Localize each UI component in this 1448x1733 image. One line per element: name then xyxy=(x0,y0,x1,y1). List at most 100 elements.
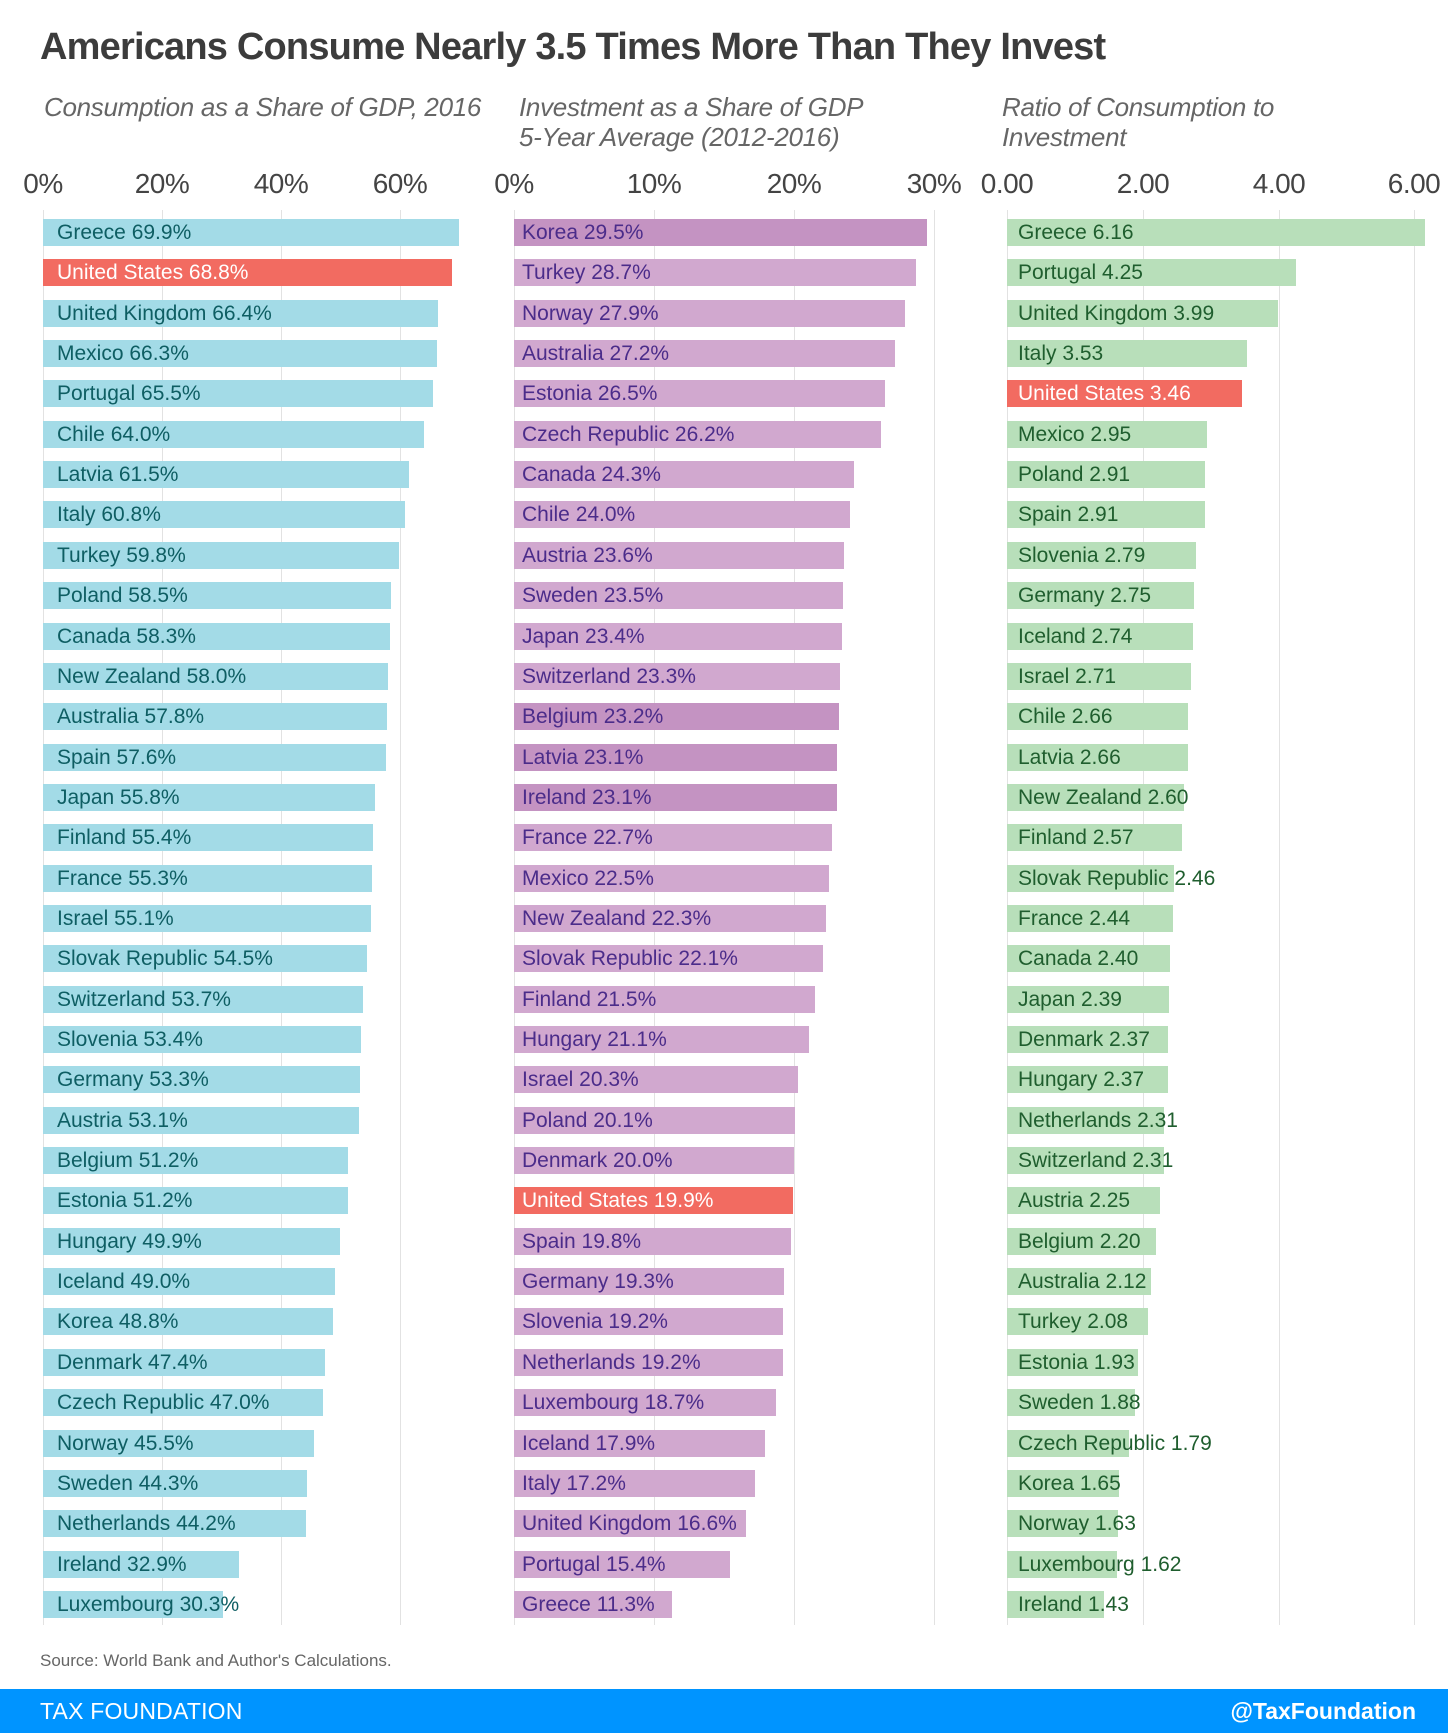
investment-bar-label: France 22.7% xyxy=(522,826,653,849)
investment-bar xyxy=(514,905,826,932)
consumption-bar xyxy=(43,703,387,730)
investment-bar-label: Czech Republic 26.2% xyxy=(522,423,735,446)
ratio-bar xyxy=(1007,1187,1160,1214)
ratio-bar-label: Czech Republic 1.79 xyxy=(1018,1432,1212,1455)
ratio-bar xyxy=(1007,1470,1119,1497)
consumption-bar-label: Chile 64.0% xyxy=(57,423,171,446)
ratio-bar xyxy=(1007,380,1242,407)
ratio-bar-label: Denmark 2.37 xyxy=(1018,1028,1150,1051)
consumption-bar xyxy=(43,663,388,690)
investment-bar-label: Norway 27.9% xyxy=(522,302,659,325)
ratio-bar xyxy=(1007,582,1194,609)
investment-bar-label: Austria 23.6% xyxy=(522,544,653,567)
ratio-bar xyxy=(1007,1551,1117,1578)
source-note: Source: World Bank and Author's Calculat… xyxy=(40,1651,392,1670)
ratio-bar xyxy=(1007,542,1196,569)
consumption-bar-label: Australia 57.8% xyxy=(57,705,205,728)
consumption-bar-label: Spain 57.6% xyxy=(57,746,177,769)
footer-handle: @TaxFoundation xyxy=(1230,1698,1416,1724)
investment-bar xyxy=(514,1349,783,1376)
ratio-bar xyxy=(1007,824,1182,851)
chart-title: Americans Consume Nearly 3.5 Times More … xyxy=(40,26,1106,68)
consumption-bar-label: Poland 58.5% xyxy=(57,584,188,607)
ratio-bar-label: Ireland 1.43 xyxy=(1018,1593,1129,1616)
consumption-bar xyxy=(43,1308,333,1335)
ratio-bar-label: Japan 2.39 xyxy=(1018,988,1122,1011)
consumption-bar-label: Portugal 65.5% xyxy=(57,382,201,405)
consumption-bar-label: Korea 48.8% xyxy=(57,1310,179,1333)
consumption-bar xyxy=(43,784,375,811)
consumption-bar xyxy=(43,1389,323,1416)
consumption-bar-label: Denmark 47.4% xyxy=(57,1351,208,1374)
investment-bar-label: Greece 11.3% xyxy=(522,1593,655,1616)
investment-bar-label: Chile 24.0% xyxy=(522,503,636,526)
consumption-bar xyxy=(43,219,459,246)
consumption-bar xyxy=(43,744,386,771)
ratio-bar xyxy=(1007,905,1173,932)
consumption-bar-label: Czech Republic 47.0% xyxy=(57,1391,270,1414)
ratio-bar xyxy=(1007,421,1207,448)
consumption-gridline xyxy=(400,210,401,1625)
consumption-bar xyxy=(43,380,433,407)
ratio-bar-label: Turkey 2.08 xyxy=(1018,1310,1129,1333)
consumption-bar xyxy=(43,986,363,1013)
consumption-bar-label: Germany 53.3% xyxy=(57,1068,209,1091)
investment-bar-label: Israel 20.3% xyxy=(522,1068,639,1091)
ratio-bar xyxy=(1007,1107,1164,1134)
consumption-bar xyxy=(43,1551,239,1578)
consumption-bar-label: France 55.3% xyxy=(57,867,188,890)
investment-bar xyxy=(514,300,905,327)
investment-bar xyxy=(514,1147,794,1174)
consumption-bar xyxy=(43,1228,340,1255)
investment-bar xyxy=(514,421,881,448)
investment-bar-label: Turkey 28.7% xyxy=(522,261,651,284)
investment-bar-label: Japan 23.4% xyxy=(522,625,645,648)
consumption-bar xyxy=(43,1268,335,1295)
consumption-tick-label: 60% xyxy=(372,168,428,199)
consumption-bar xyxy=(43,865,372,892)
investment-bar xyxy=(514,865,829,892)
ratio-bar-label: France 2.44 xyxy=(1018,907,1131,930)
ratio-bar-label: Switzerland 2.31 xyxy=(1018,1149,1174,1172)
investment-bar xyxy=(514,824,832,851)
ratio-bar-label: Mexico 2.95 xyxy=(1018,423,1132,446)
consumption-bar xyxy=(43,340,437,367)
consumption-bar xyxy=(43,905,371,932)
investment-bar-label: Netherlands 19.2% xyxy=(522,1351,701,1374)
ratio-bar xyxy=(1007,1147,1164,1174)
consumption-bar-label: Turkey 59.8% xyxy=(57,544,186,567)
consumption-bar xyxy=(43,1349,325,1376)
investment-bar-label: Finland 21.5% xyxy=(522,988,657,1011)
consumption-bar xyxy=(43,461,409,488)
investment-bar-label: Denmark 20.0% xyxy=(522,1149,673,1172)
investment-bar xyxy=(514,542,844,569)
ratio-bar xyxy=(1007,986,1169,1013)
investment-bar xyxy=(514,784,837,811)
investment-bar-label: Italy 17.2% xyxy=(522,1472,626,1495)
ratio-bar-label: Italy 3.53 xyxy=(1018,342,1104,365)
ratio-bar-label: United Kingdom 3.99 xyxy=(1018,302,1215,325)
ratio-bar-label: Latvia 2.66 xyxy=(1018,746,1121,769)
consumption-tick-label: 0% xyxy=(23,168,63,199)
ratio-bar-label: Norway 1.63 xyxy=(1018,1512,1136,1535)
ratio-bar xyxy=(1007,784,1184,811)
consumption-bar xyxy=(43,623,390,650)
investment-bar xyxy=(514,340,895,367)
ratio-bar xyxy=(1007,865,1174,892)
consumption-bar xyxy=(43,582,391,609)
consumption-bar xyxy=(43,1187,348,1214)
consumption-tick-label: 40% xyxy=(253,168,309,199)
investment-bar-label: Australia 27.2% xyxy=(522,342,670,365)
ratio-bar-label: Canada 2.40 xyxy=(1018,947,1139,970)
investment-bar xyxy=(514,1389,776,1416)
investment-bar-label: Estonia 26.5% xyxy=(522,382,658,405)
consumption-bar-label: Slovenia 53.4% xyxy=(57,1028,203,1051)
investment-bar xyxy=(514,380,885,407)
consumption-bar-label: Ireland 32.9% xyxy=(57,1553,187,1576)
investment-bar xyxy=(514,1308,783,1335)
ratio-bar-label: Spain 2.91 xyxy=(1018,503,1119,526)
ratio-bar-label: Netherlands 2.31 xyxy=(1018,1109,1178,1132)
footer-bar: TAX FOUNDATION @TaxFoundation xyxy=(0,1689,1448,1733)
investment-bar xyxy=(514,219,927,246)
investment-tick-label: 20% xyxy=(766,168,822,199)
